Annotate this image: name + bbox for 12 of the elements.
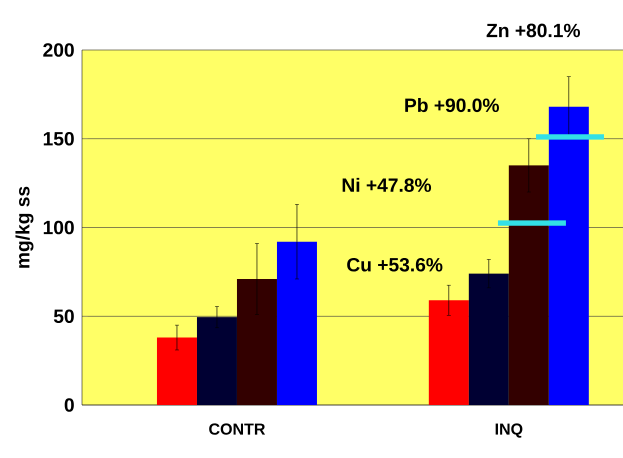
annotation: Cu +53.6% bbox=[347, 258, 442, 272]
y-tick-label: 50 bbox=[54, 309, 74, 324]
y-tick-label: 200 bbox=[43, 43, 74, 57]
annotation: Ni +47.8% bbox=[342, 178, 432, 192]
text: Zn +80.1% bbox=[486, 24, 580, 38]
y-tick-label: 100 bbox=[44, 220, 74, 234]
y-tick-label: 0 bbox=[64, 398, 74, 412]
annotation: Pb +90.0% bbox=[405, 98, 499, 112]
x-tick-label: INQ bbox=[496, 423, 522, 438]
y-axis-title: mg/kg ss bbox=[15, 186, 34, 268]
x-tick-label: CONTR bbox=[209, 423, 266, 435]
y-tick-label: 150 bbox=[44, 132, 74, 146]
